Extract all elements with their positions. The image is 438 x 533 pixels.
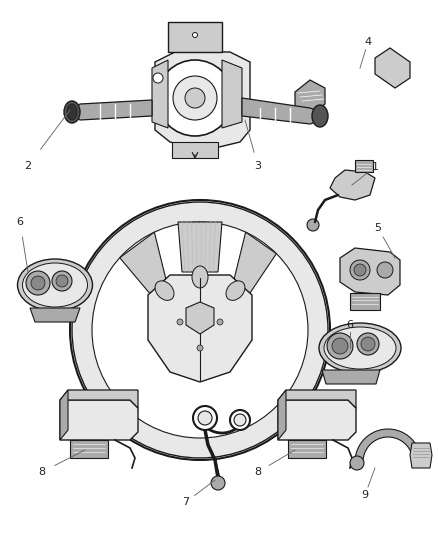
Polygon shape	[355, 429, 421, 465]
Polygon shape	[60, 400, 138, 440]
Text: 6: 6	[17, 217, 24, 227]
Text: 9: 9	[361, 490, 368, 500]
Circle shape	[31, 276, 45, 290]
Polygon shape	[60, 390, 138, 408]
Circle shape	[350, 260, 370, 280]
Ellipse shape	[226, 281, 245, 301]
Polygon shape	[340, 248, 400, 295]
Circle shape	[52, 271, 72, 291]
Polygon shape	[152, 60, 168, 128]
Circle shape	[56, 275, 68, 287]
Circle shape	[70, 200, 330, 460]
Circle shape	[193, 406, 217, 430]
Circle shape	[26, 271, 50, 295]
Ellipse shape	[64, 101, 80, 123]
Text: 7: 7	[183, 497, 190, 507]
Polygon shape	[375, 48, 410, 88]
Polygon shape	[410, 443, 432, 468]
Polygon shape	[186, 302, 214, 334]
Text: 8: 8	[39, 467, 46, 477]
Text: 1: 1	[371, 162, 378, 172]
Polygon shape	[168, 22, 222, 52]
Circle shape	[354, 264, 366, 276]
Polygon shape	[278, 400, 356, 440]
Polygon shape	[355, 160, 373, 172]
Polygon shape	[70, 440, 108, 458]
Polygon shape	[60, 390, 68, 440]
Polygon shape	[278, 390, 356, 408]
Polygon shape	[155, 52, 250, 148]
Ellipse shape	[319, 323, 401, 373]
Text: 6: 6	[346, 320, 353, 330]
Text: 2: 2	[25, 161, 32, 171]
Circle shape	[230, 410, 250, 430]
Polygon shape	[178, 222, 222, 272]
Text: 5: 5	[374, 223, 381, 233]
Ellipse shape	[22, 263, 88, 307]
Circle shape	[185, 88, 205, 108]
Polygon shape	[295, 80, 325, 116]
Circle shape	[192, 33, 198, 37]
Circle shape	[361, 337, 375, 351]
Circle shape	[173, 76, 217, 120]
Circle shape	[197, 345, 203, 351]
Polygon shape	[288, 440, 326, 458]
Circle shape	[377, 262, 393, 278]
Circle shape	[157, 60, 233, 136]
Polygon shape	[233, 232, 276, 297]
Circle shape	[72, 202, 328, 458]
Polygon shape	[350, 293, 380, 310]
Polygon shape	[222, 60, 242, 128]
Circle shape	[217, 319, 223, 325]
Circle shape	[234, 414, 246, 426]
Circle shape	[92, 222, 308, 438]
Circle shape	[177, 319, 183, 325]
Circle shape	[307, 219, 319, 231]
Circle shape	[153, 73, 163, 83]
Polygon shape	[242, 98, 316, 124]
Polygon shape	[322, 370, 380, 384]
Text: 3: 3	[254, 161, 261, 171]
Text: 8: 8	[254, 467, 261, 477]
Circle shape	[350, 456, 364, 470]
Ellipse shape	[312, 105, 328, 127]
Ellipse shape	[324, 327, 396, 369]
Ellipse shape	[18, 259, 92, 311]
Polygon shape	[278, 390, 286, 440]
Text: 4: 4	[364, 37, 371, 47]
Circle shape	[198, 411, 212, 425]
Polygon shape	[120, 232, 167, 297]
Circle shape	[211, 476, 225, 490]
Polygon shape	[75, 100, 152, 120]
Polygon shape	[148, 275, 252, 382]
Circle shape	[332, 338, 348, 354]
Polygon shape	[330, 170, 375, 200]
Polygon shape	[172, 142, 218, 158]
Ellipse shape	[67, 104, 77, 120]
Circle shape	[327, 333, 353, 359]
Circle shape	[357, 333, 379, 355]
Ellipse shape	[155, 281, 174, 301]
Polygon shape	[30, 308, 80, 322]
Ellipse shape	[192, 266, 208, 288]
